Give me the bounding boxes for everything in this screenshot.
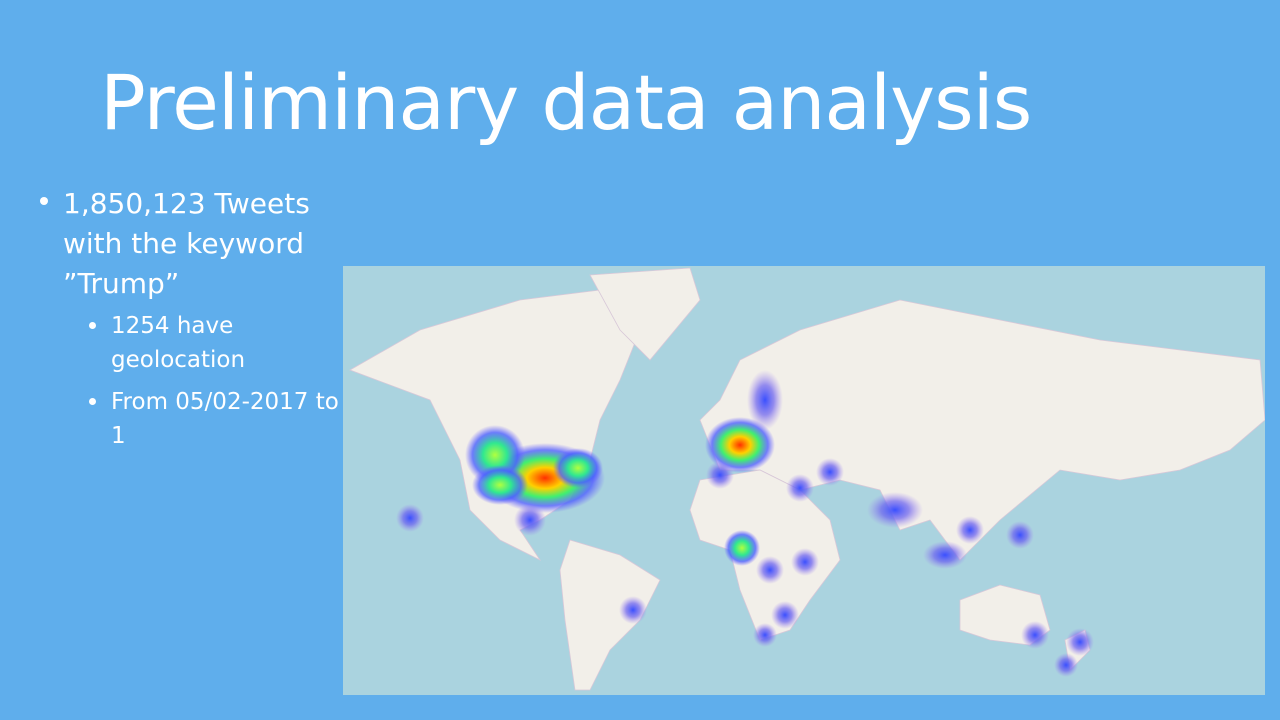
bullet-text: 1,850,123 Tweets with the keyword ”Trump…: [63, 187, 310, 300]
bullet-dot: [89, 322, 96, 329]
bullet-dot: [89, 398, 96, 405]
bullet-dot: [40, 197, 48, 205]
slide-title: Preliminary data analysis: [100, 58, 1032, 147]
heatmap-world-map: [343, 266, 1265, 695]
sub-bullet-text: 1254 have geolocation: [111, 313, 246, 373]
heat-spots: [396, 370, 1094, 677]
sub-bullet-text: From 05/02-2017 to 1: [111, 389, 339, 449]
